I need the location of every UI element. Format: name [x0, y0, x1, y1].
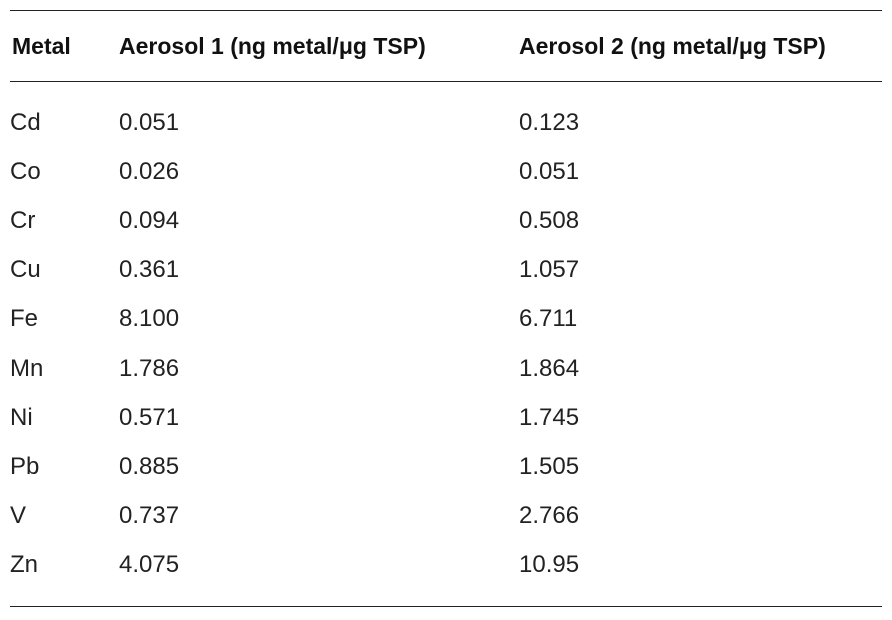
cell-aerosol-1: 0.885: [119, 452, 180, 480]
top-rule: [10, 10, 882, 11]
table-row: Zn 4.075 10.95: [10, 541, 882, 590]
table-row: Cr 0.094 0.508: [10, 196, 882, 245]
cell-aerosol-2: 0.508: [519, 206, 580, 234]
cell-aerosol-2: 1.864: [519, 354, 580, 382]
cell-aerosol-1: 8.100: [119, 305, 180, 333]
table-row: Ni 0.571 1.745: [10, 393, 882, 442]
header-aerosol-1: Aerosol 1 (ng metal/μg TSP): [119, 32, 426, 59]
cell-aerosol-2: 0.123: [519, 108, 580, 136]
cell-metal: Cr: [10, 206, 36, 234]
cell-metal: Zn: [10, 551, 39, 579]
cell-aerosol-2: 1.745: [519, 403, 580, 431]
cell-metal: Ni: [10, 403, 33, 431]
cell-metal: Mn: [10, 354, 44, 382]
cell-aerosol-2: 0.051: [519, 157, 580, 185]
bottom-rule: [10, 605, 882, 607]
table-row: Fe 8.100 6.711: [10, 295, 882, 344]
cell-aerosol-2: 1.505: [519, 452, 580, 480]
header-metal: Metal: [12, 32, 71, 59]
table-row: Mn 1.786 1.864: [10, 344, 882, 393]
cell-metal: Fe: [10, 305, 39, 333]
cell-metal: Cd: [10, 108, 41, 136]
header-rule: [10, 81, 882, 82]
table-row: Cd 0.051 0.123: [10, 98, 882, 147]
table-row: Co 0.026 0.051: [10, 147, 882, 196]
table-row: Cu 0.361 1.057: [10, 246, 882, 295]
cell-aerosol-1: 0.571: [119, 403, 180, 431]
header-aerosol-2: Aerosol 2 (ng metal/μg TSP): [519, 32, 826, 59]
table-row: Pb 0.885 1.505: [10, 442, 882, 491]
cell-aerosol-1: 0.094: [119, 206, 180, 234]
table-body: Cd 0.051 0.123 Co 0.026 0.051 Cr 0.094 0…: [10, 82, 882, 606]
cell-aerosol-2: 6.711: [519, 305, 578, 333]
metals-table: Metal Aerosol 1 (ng metal/μg TSP) Aeroso…: [10, 10, 882, 607]
table-row: V 0.737 2.766: [10, 492, 882, 541]
cell-aerosol-1: 0.051: [119, 108, 180, 136]
cell-aerosol-1: 0.361: [119, 256, 180, 284]
cell-metal: Pb: [10, 452, 40, 480]
cell-metal: V: [10, 502, 27, 530]
cell-aerosol-2: 2.766: [519, 502, 580, 530]
cell-metal: Co: [10, 157, 41, 185]
cell-metal: Cu: [10, 256, 41, 284]
cell-aerosol-1: 0.737: [119, 502, 180, 530]
cell-aerosol-1: 1.786: [119, 354, 180, 382]
cell-aerosol-2: 10.95: [519, 551, 580, 579]
cell-aerosol-2: 1.057: [519, 256, 580, 284]
table-header-row: Metal Aerosol 1 (ng metal/μg TSP) Aeroso…: [10, 11, 882, 81]
cell-aerosol-1: 4.075: [119, 551, 180, 579]
cell-aerosol-1: 0.026: [119, 157, 180, 185]
